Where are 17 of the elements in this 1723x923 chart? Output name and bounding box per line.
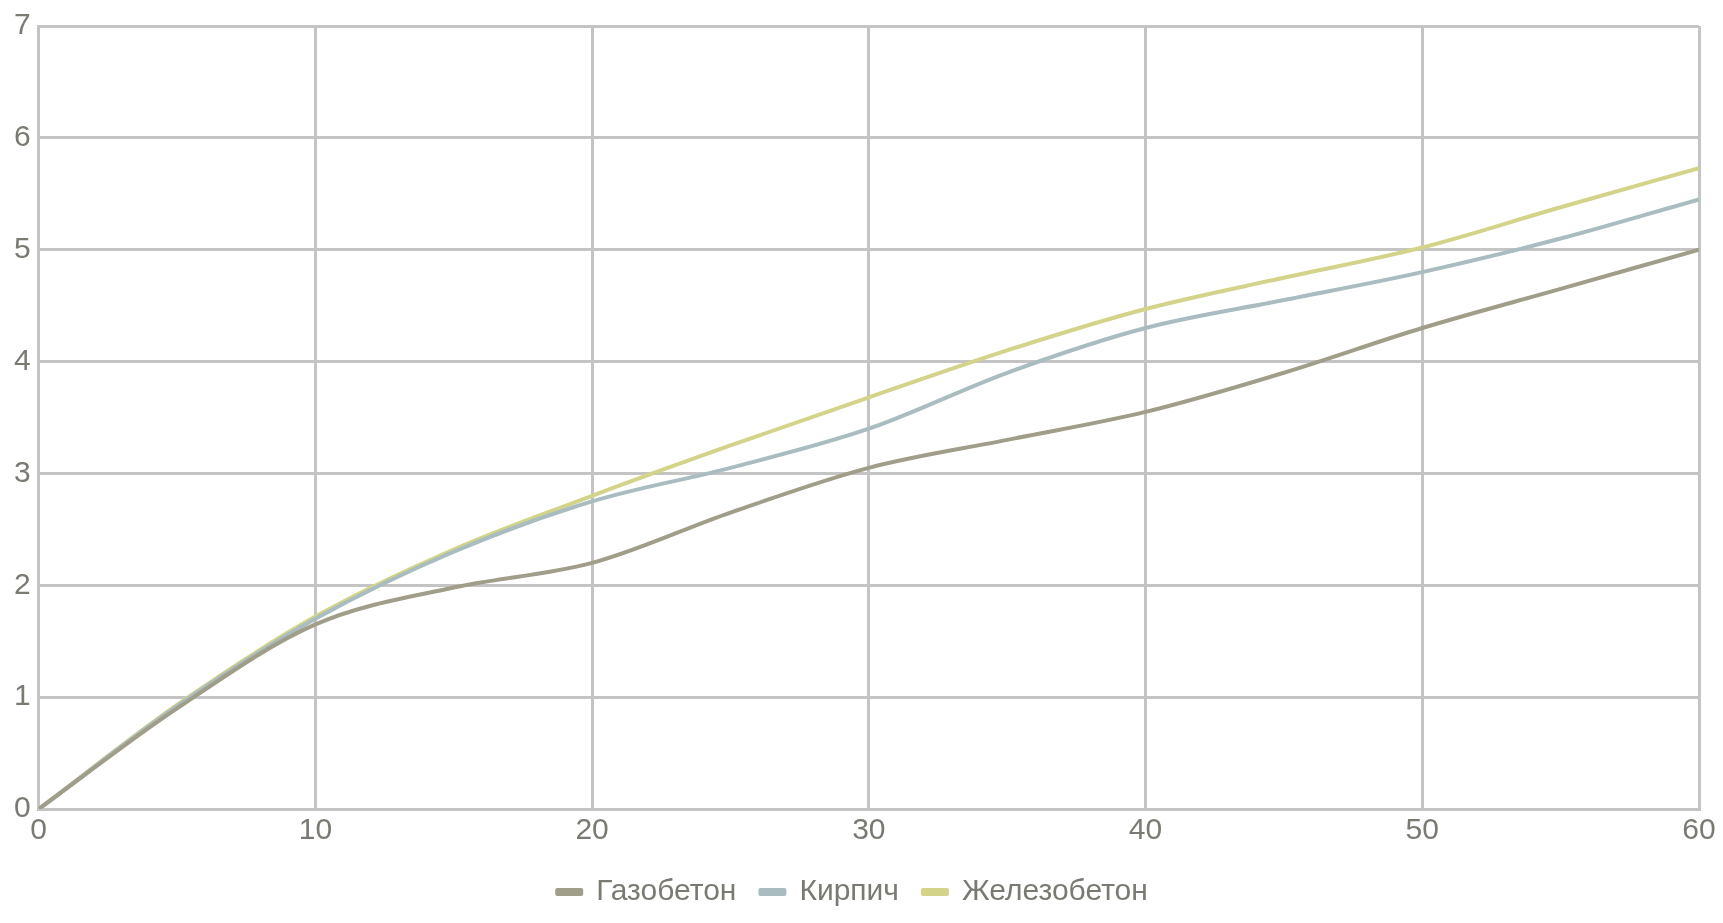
y-tick-label: 2	[14, 566, 31, 600]
x-tick-label: 20	[575, 812, 609, 846]
legend-label: Железобетон	[961, 873, 1148, 907]
y-tick-label: 0	[14, 790, 31, 824]
x-tick-label: 60	[1682, 812, 1716, 846]
x-tick-label: 50	[1405, 812, 1439, 846]
y-tick-label: 6	[14, 119, 31, 153]
legend-label: Газобетон	[596, 873, 737, 907]
y-tick-label: 4	[14, 342, 31, 376]
y-tick-label: 3	[14, 454, 31, 488]
x-tick-label: 40	[1128, 812, 1163, 846]
x-tick-label: 30	[852, 812, 886, 846]
y-tick-label: 7	[14, 7, 31, 41]
y-tick-label: 5	[14, 230, 31, 264]
y-tick-label: 1	[14, 678, 31, 712]
x-tick-label: 10	[298, 812, 333, 846]
legend-label: Кирпич	[799, 873, 899, 907]
